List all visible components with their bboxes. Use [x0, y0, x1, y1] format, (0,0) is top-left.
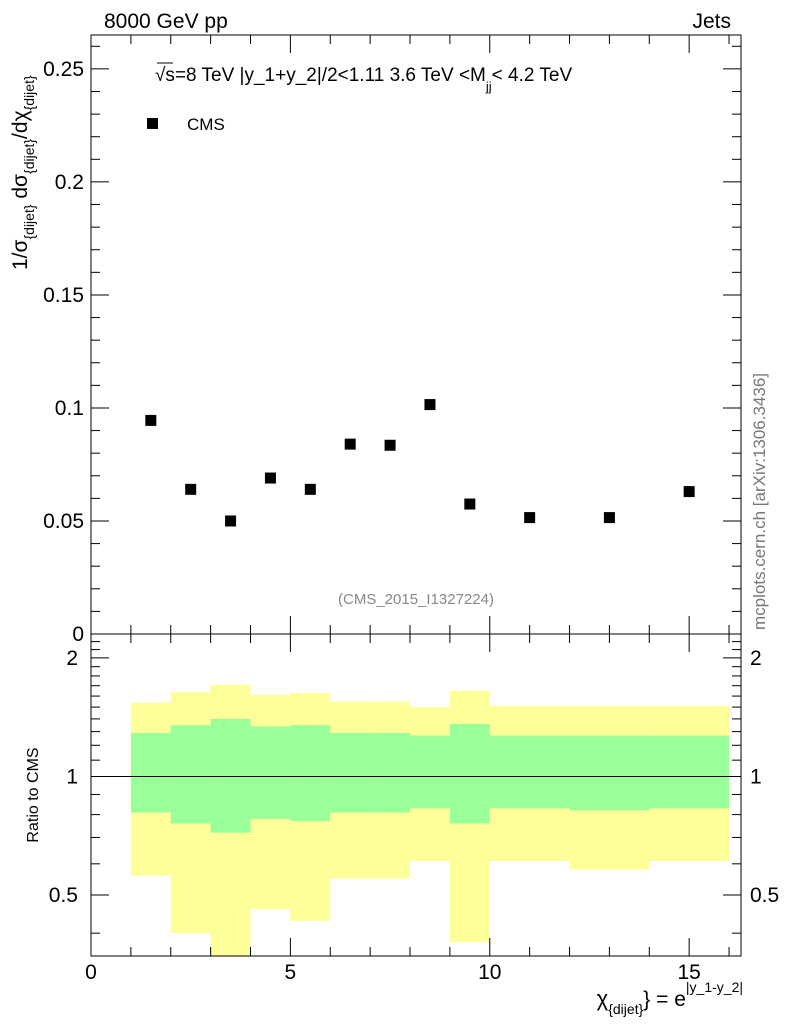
data-point	[384, 439, 396, 451]
ratio-y-tick-labels: 0.5 0.5 1 1 2 2	[49, 647, 779, 907]
ylabel-sub3: {dijet}	[21, 75, 37, 110]
y-tick-label: 0.25	[43, 58, 84, 81]
ratio-frame	[90, 633, 742, 957]
ylabel-part1: 1/σ	[9, 239, 32, 270]
ratio-y-tick-label-right: 0.5	[750, 884, 779, 907]
green-band-bin	[130, 732, 171, 813]
xlabel-eq: } = e	[643, 988, 686, 1011]
x-tick-label: 0	[85, 961, 97, 984]
data-point	[225, 515, 237, 527]
ratio-y-tick-label-left: 1	[66, 765, 78, 788]
data-point	[683, 486, 695, 498]
main-y-axis-label: 1/σ{dijet} dσ{dijet}/dχ{dijet}	[9, 75, 37, 270]
ratio-y-tick-label-right: 2	[750, 647, 762, 670]
x-tick-label: 5	[285, 961, 297, 984]
main-data-points	[145, 399, 695, 527]
ratio-y-tick-label-left: 0.5	[49, 884, 78, 907]
data-point	[264, 472, 276, 484]
green-band-bin	[290, 725, 331, 822]
x-tick-label: 10	[478, 961, 501, 984]
green-band-bin	[370, 732, 411, 813]
data-point	[524, 512, 536, 524]
data-point	[145, 414, 157, 426]
annotation-tail: < 4.2 TeV	[492, 65, 573, 86]
header-right: Jets	[692, 10, 731, 33]
green-band-bin	[250, 726, 291, 819]
ratio-y-tick-label-left: 2	[66, 647, 78, 670]
ylabel-sub1: {dijet}	[21, 204, 37, 239]
green-band-bin	[330, 732, 371, 813]
green-band-bin	[569, 735, 650, 811]
legend-marker-cms	[147, 118, 158, 129]
green-band-bin	[449, 723, 490, 824]
y-tick-label: 0.2	[55, 171, 84, 194]
x-tick-label: 15	[677, 961, 700, 984]
main-y-tick-labels: 0.05 0.1 0.15 0.2 0.25 0	[43, 58, 84, 646]
y-tick-label: 0	[72, 623, 84, 646]
data-point	[304, 483, 316, 495]
main-axis-ticks	[90, 35, 741, 634]
ratio-bands	[130, 684, 730, 956]
ylabel-sub2: {dijet}	[21, 139, 37, 174]
ratio-panel: 0.5 0.5 1 1 2 2 0 5 10 15 Ratio to CMS χ{dijet}}…	[25, 633, 779, 1017]
data-point	[424, 399, 436, 411]
data-point	[603, 512, 615, 524]
x-tick-labels: 0 5 10 15	[85, 961, 701, 984]
xlabel-chi: χ	[597, 986, 609, 1011]
x-axis-label: χ{dijet}} = e|y_1-y_2|	[597, 979, 743, 1017]
ratio-y-tick-label-right: 1	[750, 765, 762, 788]
y-tick-label: 0.05	[43, 510, 84, 533]
green-band-bin	[489, 735, 570, 809]
ratio-axis-ticks	[90, 634, 741, 956]
y-tick-label: 0.15	[43, 284, 84, 307]
xlabel-sup: |y_1-y_2|	[686, 979, 743, 995]
main-panel: 0.05 0.1 0.15 0.2 0.25 0 √s=8 TeV |y_1+y_2|/2…	[9, 34, 742, 646]
ylabel-part3: /dχ	[9, 110, 32, 139]
legend-label-cms: CMS	[187, 115, 225, 134]
header-left: 8000 GeV pp	[104, 10, 228, 33]
data-point	[344, 438, 356, 450]
y-tick-label: 0.1	[55, 397, 84, 420]
data-point	[185, 483, 197, 495]
mcplots-credit: mcplots.cern.ch [arXiv:1306.3436]	[750, 373, 769, 630]
analysis-credit: (CMS_2015_I1327224)	[338, 591, 494, 608]
annotation-sqrt: √s	[155, 65, 175, 86]
green-band-bin	[649, 735, 730, 809]
data-point	[464, 498, 476, 510]
xlabel-sub: {dijet}	[608, 1001, 643, 1017]
ratio-y-axis-label: Ratio to CMS	[25, 747, 42, 842]
annotation-text: √s=8 TeV |y_1+y_2|/2<1.11 3.6 TeV <Mjj< …	[155, 65, 572, 94]
green-band-bin	[170, 725, 211, 824]
ylabel-part2: dσ	[9, 174, 32, 205]
annotation-sub: jj	[485, 79, 492, 94]
annotation-main: =8 TeV |y_1+y_2|/2<1.11 3.6 TeV <M	[175, 65, 486, 86]
green-band-bin	[410, 735, 450, 809]
green-band-bin	[210, 718, 251, 833]
